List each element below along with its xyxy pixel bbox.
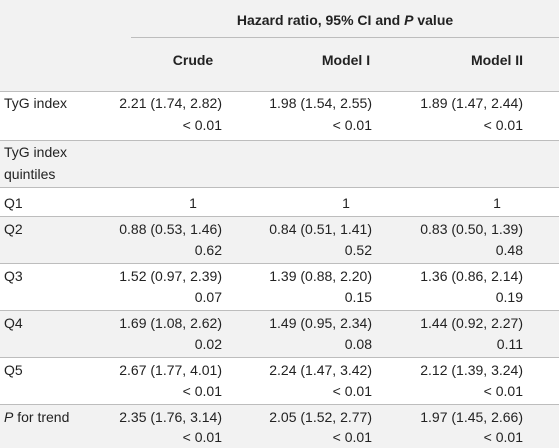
row-label-p-for-trend: P for trend (4, 409, 69, 426)
cell-m2-p: 0.11 (496, 336, 523, 352)
row-label-q3: Q3 (4, 268, 23, 284)
cell-m1-hr: 1.49 (0.95, 2.34) (269, 315, 372, 331)
row-label-q5: Q5 (4, 362, 23, 378)
cell-m1-p: 0.15 (344, 289, 372, 305)
row-divider (0, 357, 559, 358)
cell-m2-p: < 0.01 (483, 383, 523, 399)
cell-m2-hr: 1.89 (1.47, 2.44) (420, 95, 523, 111)
cell-crude-hr: 0.88 (0.53, 1.46) (119, 221, 222, 237)
row-divider (0, 140, 559, 141)
header-bottom-rule (0, 91, 559, 92)
cell-m2-p: 0.19 (495, 289, 523, 305)
cell-m1-p: < 0.01 (332, 383, 372, 399)
cell-crude-hr: 1 (189, 195, 197, 211)
cell-m1-p: < 0.01 (332, 429, 372, 445)
cell-crude-p: 0.07 (194, 289, 222, 305)
row-background (0, 311, 559, 357)
cell-m1-hr: 0.84 (0.51, 1.41) (269, 221, 372, 237)
cell-m2-p: 0.48 (495, 242, 523, 258)
cell-m1-p: < 0.01 (332, 117, 372, 133)
cell-m2-hr: 1 (493, 195, 501, 211)
row-label-q1: Q1 (4, 195, 23, 211)
cell-m2-hr: 1.36 (0.86, 2.14) (420, 268, 523, 284)
column-header-crude: Crude (172, 52, 214, 68)
cell-m2-hr: 0.83 (0.50, 1.39) (420, 221, 523, 237)
cell-crude-p: 0.02 (194, 336, 222, 352)
group-header-suffix: value (413, 12, 454, 28)
cell-crude-p: < 0.01 (182, 383, 222, 399)
group-header-prefix: Hazard ratio, 95% CI and (236, 12, 405, 28)
row-background (0, 141, 559, 187)
cell-m1-p: 0.52 (344, 242, 372, 258)
row-divider (0, 216, 559, 217)
row-label-tyg-index: TyG index (4, 95, 68, 111)
cell-m2-hr: 1.44 (0.92, 2.27) (420, 315, 523, 331)
cell-m2-p: < 0.01 (483, 117, 523, 133)
row-label-quintiles-line1: TyG index (4, 144, 68, 160)
cell-m1-hr: 1.39 (0.88, 2.20) (269, 268, 372, 284)
header-divider (131, 37, 559, 38)
cell-crude-hr: 2.35 (1.76, 3.14) (119, 409, 222, 425)
row-divider (0, 310, 559, 311)
cell-crude-hr: 1.69 (1.08, 2.62) (119, 315, 222, 331)
cell-m2-p: < 0.01 (483, 429, 523, 445)
column-header-model-2: Model II (470, 52, 524, 68)
group-header-p: P (404, 12, 414, 28)
cell-m1-hr: 1 (342, 195, 350, 211)
row-label-for-trend: for trend (13, 409, 70, 425)
cell-crude-p: < 0.01 (182, 429, 222, 445)
cell-crude-p: < 0.01 (182, 117, 222, 133)
cell-crude-p: 0.62 (194, 242, 222, 258)
row-divider (0, 263, 559, 264)
cell-m1-hr: 2.24 (1.47, 3.42) (269, 362, 372, 378)
cell-m2-hr: 2.12 (1.39, 3.24) (420, 362, 523, 378)
row-background (0, 405, 559, 448)
cell-crude-hr: 2.67 (1.77, 4.01) (119, 362, 222, 378)
column-header-model-1: Model I (321, 52, 371, 68)
cell-crude-hr: 1.52 (0.97, 2.39) (119, 268, 222, 284)
row-divider (0, 404, 559, 405)
group-header: Hazard ratio, 95% CI and P value (237, 12, 453, 29)
cell-m2-hr: 1.97 (1.45, 2.66) (420, 409, 523, 425)
cell-m1-p: 0.08 (344, 336, 372, 352)
cell-m1-hr: 1.98 (1.54, 2.55) (269, 95, 372, 111)
cell-crude-hr: 2.21 (1.74, 2.82) (119, 95, 222, 111)
table-header-background (0, 0, 559, 91)
row-label-p: P (4, 409, 14, 425)
row-background (0, 217, 559, 263)
row-divider (0, 187, 559, 188)
row-label-quintiles-line2: quintiles (4, 166, 56, 182)
cell-m1-hr: 2.05 (1.52, 2.77) (269, 409, 372, 425)
row-label-q2: Q2 (4, 221, 23, 237)
row-label-q4: Q4 (4, 315, 23, 331)
